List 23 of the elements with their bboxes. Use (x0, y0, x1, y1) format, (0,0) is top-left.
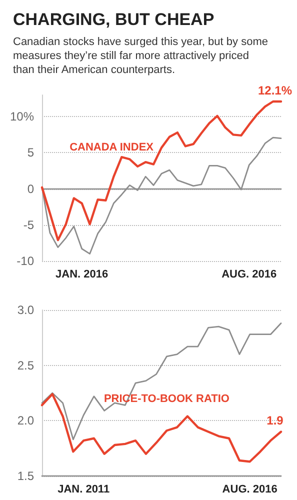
x-tick-label: JAN. 2011 (58, 484, 110, 496)
line-series (40, 393, 282, 463)
chart-title: CHARGING, BUT CHEAP (13, 10, 214, 29)
y-tick-label: 10% (10, 110, 34, 124)
x-tick-label: AUG. 2016 (222, 484, 278, 496)
y-tick-label: 2.5 (17, 358, 34, 372)
data-label: 1.9 (266, 414, 284, 428)
y-tick-label: 0 (27, 182, 34, 196)
y-tick-label: -10 (16, 254, 34, 268)
y-tick-label: 5 (27, 146, 34, 160)
x-tick-label: AUG. 2016 (222, 268, 277, 280)
y-tick-label: 2.0 (17, 414, 34, 428)
line-series (40, 100, 282, 242)
line-series (41, 322, 282, 440)
chart-subtitle: Canadian stocks have surged this year, but by some measures they’re still far more attractively priced than their American counterparts. (13, 36, 268, 76)
line-series (41, 136, 282, 254)
y-tick-label: -5 (23, 218, 34, 232)
y-tick-label: 3.0 (17, 303, 34, 317)
series-label: CANADA INDEX (70, 142, 154, 154)
y-tick-label: 1.5 (17, 469, 34, 483)
data-label: 12.1% (258, 83, 292, 98)
x-tick-label: JAN. 2016 (56, 268, 108, 280)
text: PRICE-TO-BOOK RATIO (104, 393, 230, 406)
